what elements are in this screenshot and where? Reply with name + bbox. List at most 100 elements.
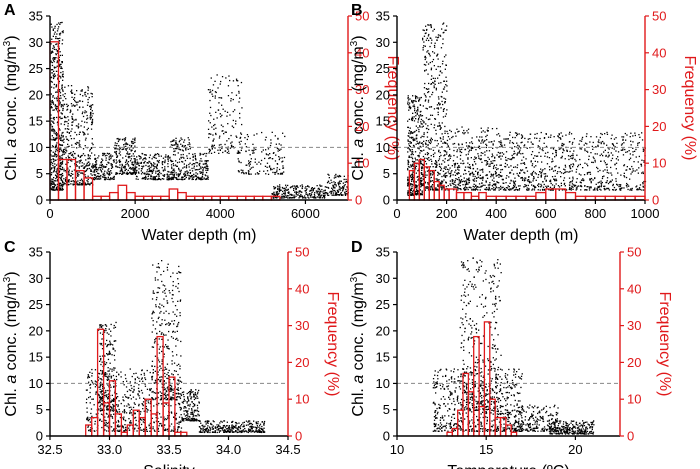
scatter-point xyxy=(70,130,72,132)
scatter-point xyxy=(443,174,445,176)
scatter-point xyxy=(154,156,156,159)
scatter-point xyxy=(72,121,74,123)
scatter-point xyxy=(484,184,486,186)
scatter-point xyxy=(195,178,198,180)
scatter-point xyxy=(56,65,58,67)
scatter-point xyxy=(58,47,60,50)
scatter-point xyxy=(277,188,279,191)
scatter-point xyxy=(117,396,119,398)
scatter-point xyxy=(521,159,523,161)
scatter-point xyxy=(144,172,146,174)
scatter-point xyxy=(485,189,487,191)
scatter-point xyxy=(520,169,522,171)
scatter-point xyxy=(308,186,310,188)
scatter-point xyxy=(284,191,286,193)
scatter-point xyxy=(426,127,428,130)
scatter-point xyxy=(540,186,542,188)
scatter-point xyxy=(57,173,59,175)
scatter-point xyxy=(51,172,53,174)
scatter-point xyxy=(479,147,481,150)
scatter-point xyxy=(58,22,60,24)
scatter-point xyxy=(230,100,232,102)
scatter-point xyxy=(500,142,503,144)
scatter-point xyxy=(281,161,283,163)
scatter-point xyxy=(144,178,146,180)
scatter-point xyxy=(70,110,72,112)
scatter-point xyxy=(220,97,223,99)
scatter-point xyxy=(425,107,427,109)
scatter-point xyxy=(59,101,61,103)
scatter-point xyxy=(597,170,599,173)
scatter-point xyxy=(436,104,439,106)
scatter-point xyxy=(78,171,80,173)
scatter-point xyxy=(184,173,187,175)
scatter-point xyxy=(113,176,115,178)
scatter-point xyxy=(76,141,78,144)
scatter-point xyxy=(312,190,314,192)
scatter-point xyxy=(584,142,587,144)
scatter-point xyxy=(421,193,423,196)
scatter-point xyxy=(625,151,627,153)
scatter-point xyxy=(175,160,177,162)
scatter-point xyxy=(586,163,588,165)
scatter-point xyxy=(302,197,304,199)
scatter-point xyxy=(307,196,309,198)
scatter-point xyxy=(417,190,419,192)
scatter-point xyxy=(86,129,88,131)
scatter-point xyxy=(428,141,430,144)
scatter-point xyxy=(410,189,412,191)
scatter-point xyxy=(126,171,128,173)
scatter-point xyxy=(116,145,118,147)
scatter-point xyxy=(64,128,66,130)
scatter-point xyxy=(308,193,311,195)
scatter-point xyxy=(71,115,73,118)
scatter-point xyxy=(479,169,481,171)
scatter-point xyxy=(419,150,422,152)
scatter-point xyxy=(218,102,220,104)
scatter-point xyxy=(186,170,188,172)
scatter-point xyxy=(168,176,170,178)
scatter-point xyxy=(183,139,186,141)
scatter-point xyxy=(56,105,58,107)
scatter-point xyxy=(77,184,79,186)
scatter-point xyxy=(104,170,106,172)
scatter-point xyxy=(164,168,166,170)
scatter-point xyxy=(568,158,570,161)
scatter-point xyxy=(266,166,268,168)
scatter-point xyxy=(50,187,52,189)
scatter-point xyxy=(342,182,344,184)
scatter-point xyxy=(109,155,111,157)
scatter-point xyxy=(128,167,131,169)
scatter-point xyxy=(500,185,502,187)
scatter-point xyxy=(83,134,85,136)
scatter-point xyxy=(154,153,156,155)
scatter-point xyxy=(551,189,553,191)
scatter-point xyxy=(456,178,458,181)
scatter-point xyxy=(197,169,199,171)
scatter-point xyxy=(187,137,189,139)
scatter-point xyxy=(339,182,341,185)
scatter-point xyxy=(95,167,97,169)
scatter-point xyxy=(241,147,243,149)
scatter-point xyxy=(55,36,57,38)
scatter-point xyxy=(420,110,422,113)
scatter-point xyxy=(597,189,599,191)
scatter-point xyxy=(278,186,280,188)
scatter-point xyxy=(58,166,60,168)
scatter-point xyxy=(206,177,209,179)
scatter-point xyxy=(248,160,250,162)
scatter-point xyxy=(238,161,240,163)
scatter-point xyxy=(505,156,507,159)
y-right-tick-label: 0 xyxy=(355,193,362,208)
scatter-point xyxy=(520,147,522,149)
scatter-point xyxy=(190,174,193,177)
scatter-point xyxy=(50,162,52,164)
scatter-point xyxy=(472,173,474,175)
scatter-point xyxy=(493,166,495,168)
scatter-point xyxy=(127,164,129,166)
scatter-point xyxy=(181,178,183,181)
scatter-point xyxy=(458,166,461,168)
scatter-point xyxy=(427,91,429,94)
scatter-point xyxy=(64,115,66,118)
scatter-point xyxy=(407,103,409,105)
